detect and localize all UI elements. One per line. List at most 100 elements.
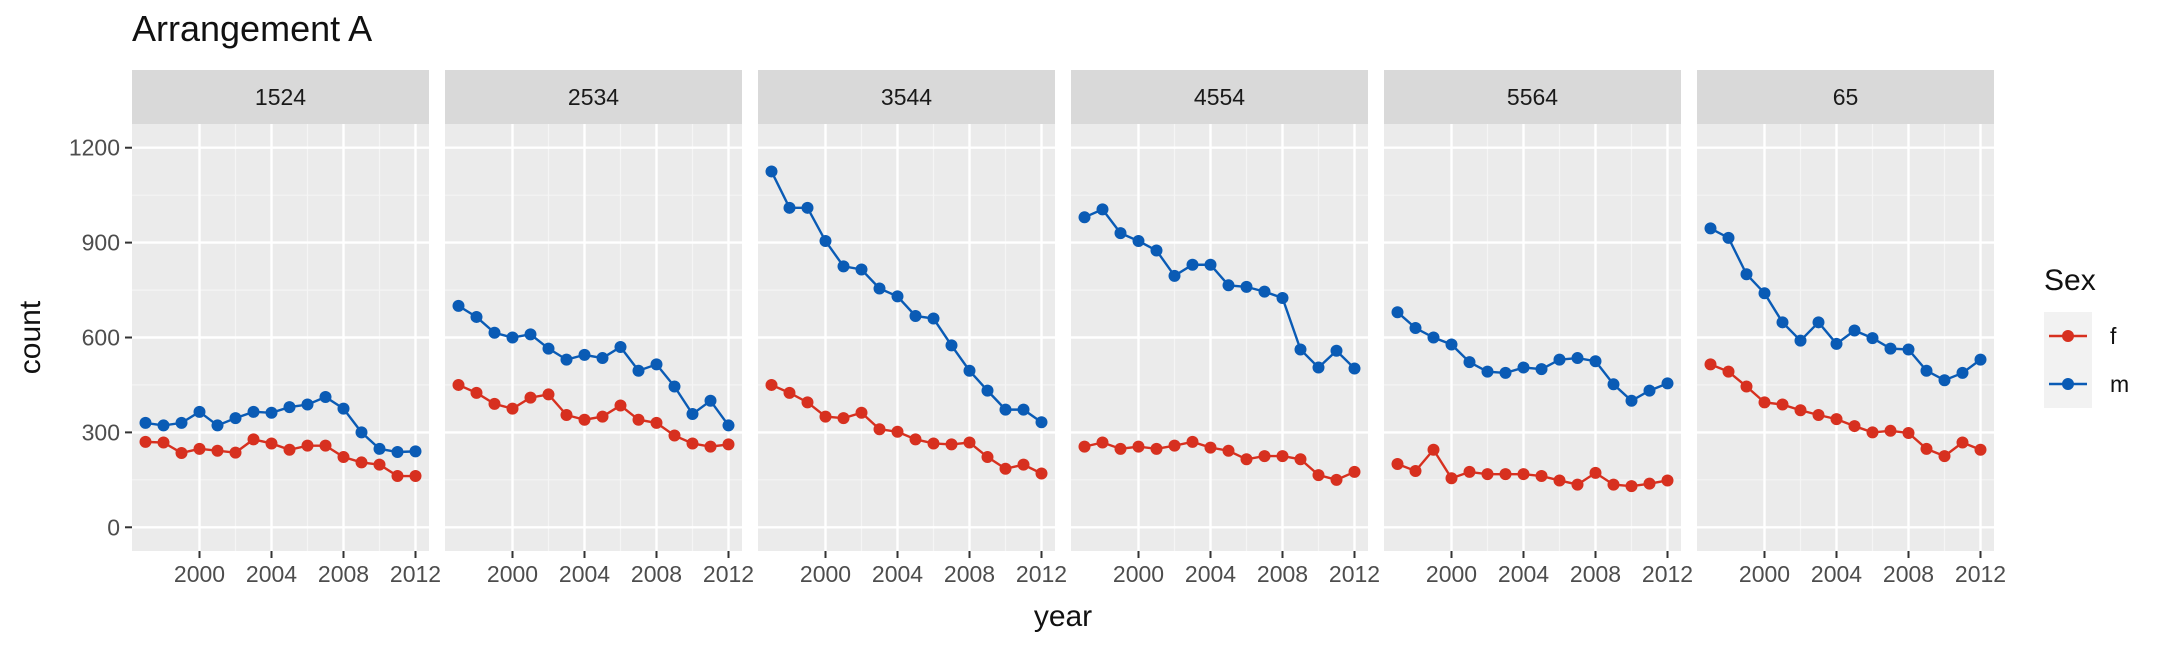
legend-key-point-m: [2062, 378, 2074, 390]
data-point-m: [488, 326, 501, 339]
data-point-f: [1499, 468, 1512, 481]
data-point-m: [470, 310, 483, 323]
y-tick-label: 0: [107, 514, 120, 540]
data-point-f: [1240, 453, 1253, 466]
data-point-f: [337, 451, 350, 464]
data-point-f: [1445, 472, 1458, 485]
facet-strip-label: 2534: [568, 84, 619, 110]
series-line-f: [1084, 440, 1355, 482]
data-point-f: [355, 456, 368, 469]
data-point-f: [1517, 468, 1530, 481]
data-point-f: [193, 442, 206, 455]
data-point-f: [1096, 436, 1109, 449]
x-tick-label: 2008: [318, 561, 369, 587]
x-tick-label: 2000: [487, 561, 538, 587]
data-point-f: [1150, 442, 1163, 455]
data-point-m: [337, 402, 350, 415]
data-point-m: [355, 426, 368, 439]
x-tick-label: 2004: [1498, 561, 1549, 587]
series-line-f: [458, 383, 729, 448]
x-tick-label: 2004: [1811, 561, 1862, 587]
facet-panel-5564: 5564 2000 2004 2008 2012: [1384, 70, 1693, 587]
data-point-m: [1830, 337, 1843, 350]
data-point-m: [1017, 403, 1030, 416]
x-tick-label: 2012: [1016, 561, 1067, 587]
y-tick-label: 600: [82, 325, 120, 351]
data-point-m: [301, 398, 314, 411]
data-point-m: [1258, 285, 1271, 298]
data-point-f: [1920, 442, 1933, 455]
data-point-f: [1607, 478, 1620, 491]
data-point-f: [1812, 408, 1825, 421]
data-point-m: [391, 445, 404, 458]
data-point-m: [560, 353, 573, 366]
data-point-f: [1625, 480, 1638, 493]
data-point-m: [319, 390, 332, 403]
data-point-m: [1330, 344, 1343, 357]
x-tick-label: 2008: [1883, 561, 1934, 587]
data-point-f: [686, 437, 699, 450]
data-point-f: [391, 470, 404, 483]
data-point-f: [801, 396, 814, 409]
data-point-m: [1704, 222, 1717, 235]
data-point-m: [1884, 342, 1897, 355]
data-point-f: [488, 397, 501, 410]
data-point-f: [1312, 469, 1325, 482]
data-point-m: [891, 290, 904, 303]
data-point-f: [1017, 458, 1030, 471]
data-point-m: [1589, 355, 1602, 368]
data-point-f: [614, 399, 627, 412]
data-point-m: [1499, 366, 1512, 379]
data-point-m: [963, 364, 976, 377]
facet-strip: [445, 70, 742, 124]
data-point-m: [157, 419, 170, 432]
data-point-m: [1463, 356, 1476, 369]
data-point-m: [1240, 280, 1253, 293]
data-point-m: [927, 312, 940, 325]
x-tick-label: 2012: [1329, 561, 1380, 587]
x-tick-label: 2004: [872, 561, 923, 587]
data-point-m: [801, 201, 814, 214]
data-point-f: [1758, 396, 1771, 409]
data-point-m: [1391, 306, 1404, 319]
data-point-m: [1643, 384, 1656, 397]
data-point-m: [1150, 244, 1163, 257]
facet-panel-65: 65 2000 2004 2008 2012: [1697, 70, 2006, 587]
data-point-m: [596, 352, 609, 365]
data-point-m: [873, 282, 886, 295]
data-point-m: [578, 348, 591, 361]
data-point-m: [1114, 227, 1127, 240]
x-tick-label: 2012: [390, 561, 441, 587]
data-point-f: [506, 402, 519, 415]
data-point-f: [247, 433, 260, 446]
series-line-f: [1710, 363, 1981, 458]
data-point-f: [927, 437, 940, 450]
series-line-m: [145, 395, 416, 454]
data-point-m: [524, 328, 537, 341]
data-point-f: [1330, 473, 1343, 486]
facet-strip-label: 3544: [881, 84, 932, 110]
data-point-f: [909, 433, 922, 446]
data-point-f: [1258, 450, 1271, 463]
data-point-m: [1794, 334, 1807, 347]
series-line-f: [771, 383, 1043, 475]
x-axis-title: year: [1034, 600, 1092, 633]
data-point-m: [668, 380, 681, 393]
data-point-f: [373, 458, 386, 471]
data-point-m: [452, 299, 465, 312]
data-point-f: [1481, 468, 1494, 481]
data-point-m: [1204, 258, 1217, 271]
data-point-f: [1589, 466, 1602, 479]
data-point-f: [632, 413, 645, 426]
x-tick-label: 2008: [1257, 561, 1308, 587]
data-point-m: [819, 235, 832, 248]
data-point-m: [1294, 343, 1307, 356]
x-tick-label: 2000: [800, 561, 851, 587]
data-point-f: [855, 406, 868, 419]
data-point-m: [1938, 374, 1951, 387]
facet-strip-label: 5564: [1507, 84, 1558, 110]
data-point-f: [704, 440, 717, 453]
facet-strip-label: 1524: [255, 84, 306, 110]
data-point-f: [1204, 441, 1217, 454]
facet-panel-1524: 1524 2000 2004 2008 2012: [132, 70, 441, 587]
